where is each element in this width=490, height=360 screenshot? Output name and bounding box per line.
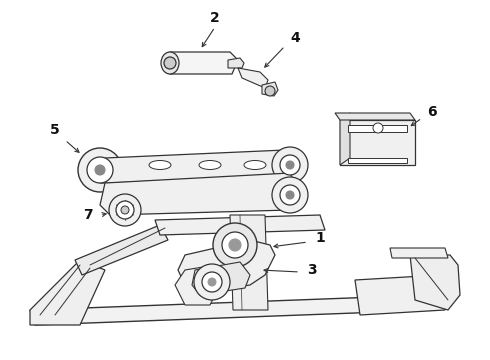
- Ellipse shape: [199, 161, 221, 170]
- Polygon shape: [340, 120, 415, 165]
- Circle shape: [213, 223, 257, 267]
- Text: 4: 4: [290, 31, 300, 45]
- Text: 3: 3: [307, 263, 317, 277]
- Polygon shape: [228, 58, 244, 68]
- Ellipse shape: [149, 161, 171, 170]
- Polygon shape: [390, 248, 448, 258]
- Polygon shape: [348, 158, 407, 163]
- Text: 1: 1: [315, 231, 325, 245]
- Polygon shape: [163, 52, 238, 74]
- Polygon shape: [192, 262, 250, 295]
- Ellipse shape: [244, 161, 266, 170]
- Circle shape: [208, 278, 216, 286]
- Circle shape: [272, 177, 308, 213]
- Ellipse shape: [161, 52, 179, 74]
- Text: 5: 5: [50, 123, 60, 137]
- Circle shape: [280, 185, 300, 205]
- Polygon shape: [30, 295, 435, 325]
- Text: 7: 7: [83, 208, 93, 222]
- Polygon shape: [155, 215, 325, 235]
- Circle shape: [373, 123, 383, 133]
- Circle shape: [286, 161, 294, 169]
- Circle shape: [229, 239, 241, 251]
- Polygon shape: [175, 265, 220, 305]
- Circle shape: [87, 157, 113, 183]
- Polygon shape: [100, 150, 295, 183]
- Circle shape: [116, 201, 134, 219]
- Polygon shape: [410, 255, 460, 310]
- Circle shape: [194, 264, 230, 300]
- Polygon shape: [262, 82, 278, 96]
- Text: 2: 2: [210, 11, 220, 25]
- Circle shape: [272, 147, 308, 183]
- Circle shape: [222, 232, 248, 258]
- Circle shape: [109, 194, 141, 226]
- Circle shape: [202, 272, 222, 292]
- Circle shape: [95, 165, 105, 175]
- Circle shape: [265, 86, 275, 96]
- Polygon shape: [100, 173, 298, 215]
- Polygon shape: [335, 113, 415, 120]
- Polygon shape: [178, 240, 275, 290]
- Polygon shape: [238, 68, 268, 88]
- Polygon shape: [75, 225, 168, 275]
- Circle shape: [164, 57, 176, 69]
- Text: 6: 6: [427, 105, 437, 119]
- Circle shape: [286, 191, 294, 199]
- Polygon shape: [340, 113, 350, 165]
- Circle shape: [280, 155, 300, 175]
- Circle shape: [121, 206, 129, 214]
- Polygon shape: [230, 215, 268, 310]
- Polygon shape: [355, 275, 445, 315]
- Polygon shape: [348, 125, 407, 132]
- Polygon shape: [30, 260, 105, 325]
- Circle shape: [78, 148, 122, 192]
